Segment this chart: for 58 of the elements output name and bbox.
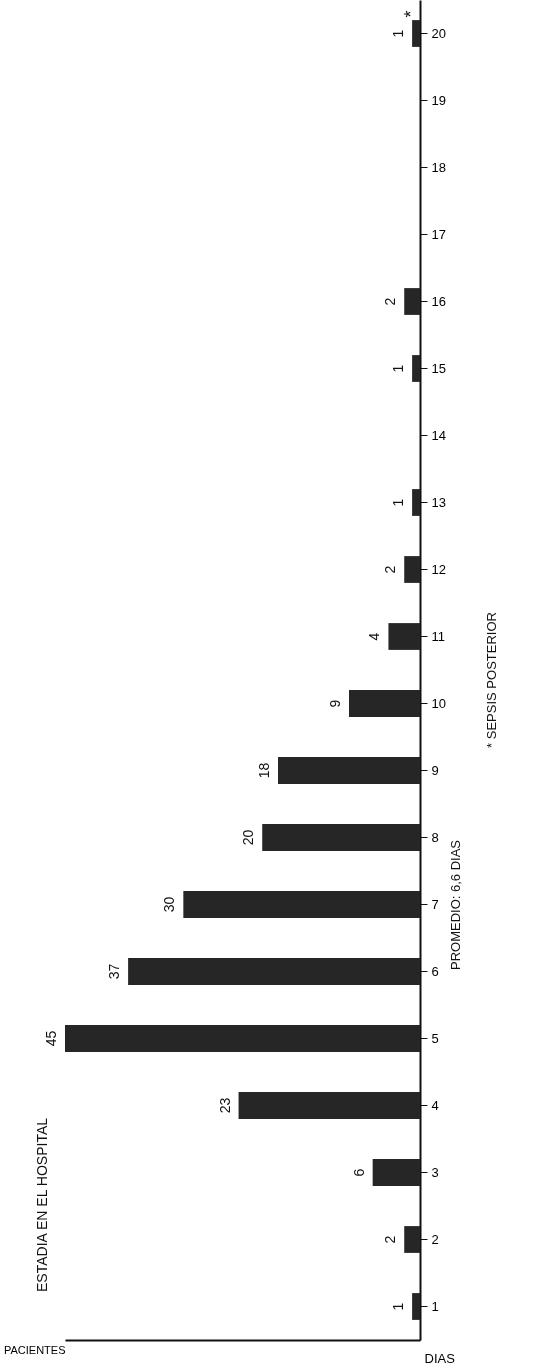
y-tick-label: 3 <box>431 1164 439 1180</box>
data-label: 2 <box>382 1235 399 1244</box>
y-tick-label: 13 <box>431 494 446 510</box>
data-label: 1 <box>390 29 407 38</box>
y-tick-label: 5 <box>431 1030 439 1046</box>
bar <box>65 1025 420 1052</box>
y-tick-label: 19 <box>431 92 446 108</box>
x-axis-title: PACIENTES <box>3 1343 66 1356</box>
y-tick-label: 15 <box>431 360 446 376</box>
bar <box>278 757 420 784</box>
y-tick-label: 18 <box>431 159 446 175</box>
bar <box>372 1159 420 1186</box>
y-tick-label: 4 <box>431 1097 439 1113</box>
data-label: 2 <box>382 297 399 306</box>
annotation: * <box>401 10 421 18</box>
bar <box>412 20 420 47</box>
bar <box>404 1226 420 1253</box>
bar <box>388 623 420 650</box>
y-tick-label: 12 <box>431 561 446 577</box>
y-tick-label: 8 <box>431 829 439 845</box>
bar <box>262 824 420 851</box>
y-tick-label: 10 <box>431 695 446 711</box>
y-tick-label: 20 <box>431 25 446 41</box>
y-tick-label: 7 <box>431 896 439 912</box>
data-label: 20 <box>240 829 257 846</box>
data-label: 1 <box>390 1302 407 1311</box>
bar <box>349 690 420 717</box>
text: PROMEDIO: 6,6 DIAS <box>448 839 463 971</box>
bar <box>412 489 420 516</box>
y-tick-label: 16 <box>431 293 446 309</box>
data-label: 2 <box>382 565 399 574</box>
data-label: 9 <box>327 699 343 708</box>
text: * SEPSIS POSTERIOR <box>484 612 499 748</box>
data-label: 1 <box>390 498 407 507</box>
y-tick-label: 14 <box>431 427 446 443</box>
y-tick-label: 11 <box>431 628 445 644</box>
y-tick-label: 2 <box>431 1231 439 1247</box>
data-label: 1 <box>390 364 407 373</box>
text: ESTADIA EN EL HOSPITAL <box>34 1117 50 1293</box>
bar <box>404 556 420 583</box>
y-tick-label: 6 <box>431 963 439 979</box>
data-label: 4 <box>366 632 383 641</box>
data-label: 30 <box>161 896 178 913</box>
bar <box>412 1293 420 1320</box>
data-label: 37 <box>106 963 123 980</box>
y-tick-label: 1 <box>431 1298 439 1314</box>
data-label: 23 <box>216 1097 233 1114</box>
data-label: 45 <box>43 1030 59 1047</box>
y-tick-label: 9 <box>431 762 439 778</box>
bar <box>412 355 420 382</box>
bar <box>238 1092 420 1119</box>
bar <box>183 891 420 918</box>
bar <box>128 958 420 985</box>
y-tick-label: 17 <box>431 226 446 242</box>
data-label: 6 <box>350 1168 367 1177</box>
bar <box>404 288 420 315</box>
data-label: 18 <box>256 762 272 779</box>
y-axis-title: DIAS <box>424 1350 456 1366</box>
